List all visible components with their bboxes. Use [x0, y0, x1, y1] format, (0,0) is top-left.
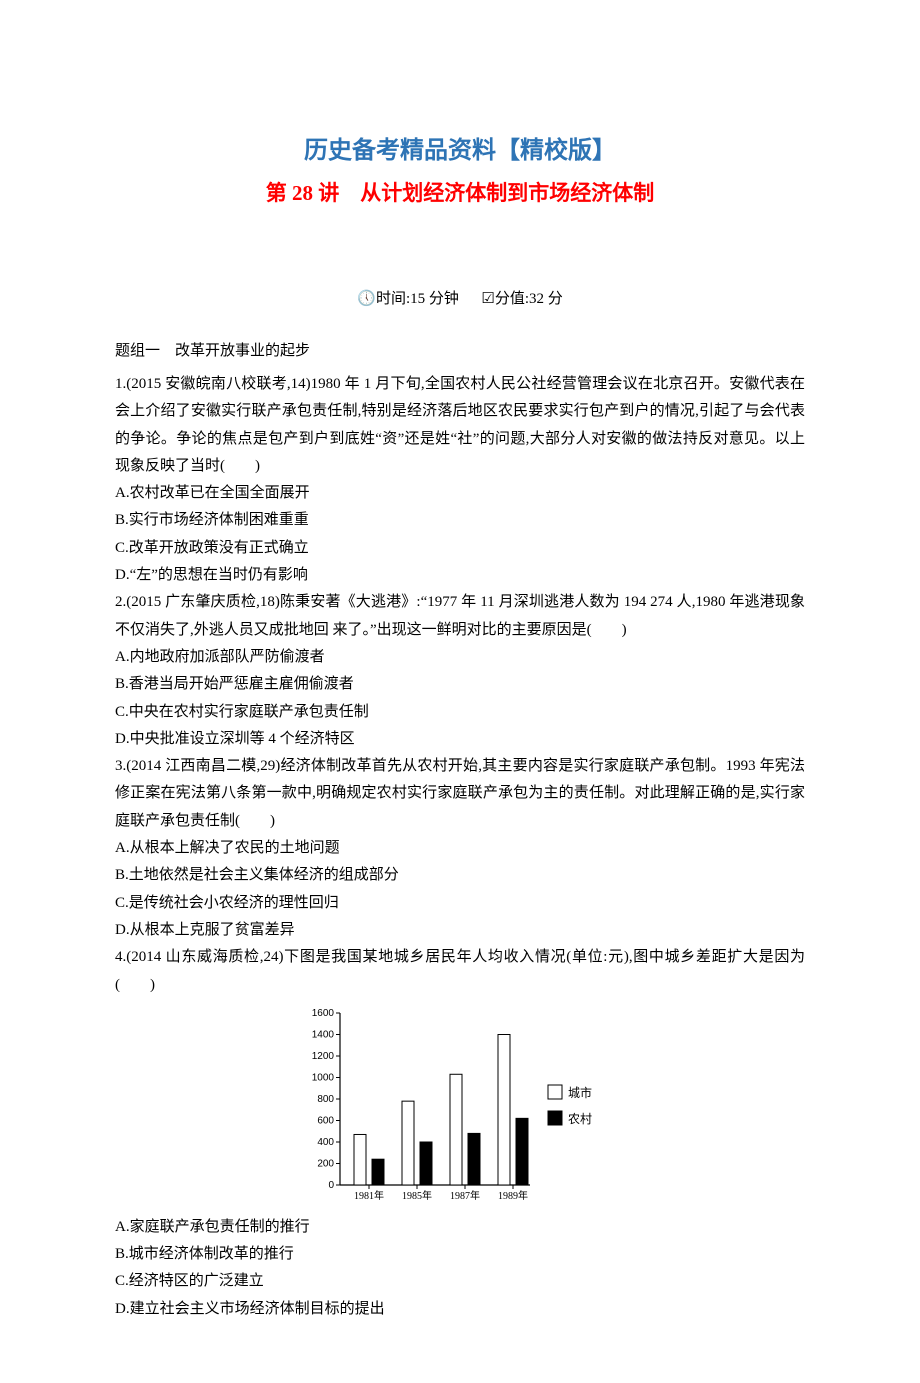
svg-text:农村: 农村 — [568, 1112, 592, 1126]
q3-option-a: A.从根本上解决了农民的土地问题 — [115, 835, 805, 862]
q1-option-d: D.“左”的思想在当时仍有影响 — [115, 562, 805, 589]
svg-text:1200: 1200 — [312, 1051, 335, 1062]
q3-stem: 3.(2014 江西南昌二模,29)经济体制改革首先从农村开始,其主要内容是实行… — [115, 753, 805, 835]
q4-option-c: C.经济特区的广泛建立 — [115, 1268, 805, 1295]
q2-option-c: C.中央在农村实行家庭联产承包责任制 — [115, 699, 805, 726]
document-page: 历史备考精品资料【精校版】 第 28 讲 从计划经济体制到市场经济体制 🕔时间:… — [0, 0, 920, 1383]
meta-line: 🕔时间:15 分钟 ☑分值:32 分 — [115, 287, 805, 308]
svg-text:1000: 1000 — [312, 1072, 335, 1083]
q4-option-d: D.建立社会主义市场经济体制目标的提出 — [115, 1296, 805, 1323]
title-main: 历史备考精品资料【精校版】 — [115, 130, 805, 165]
q2-option-b: B.香港当局开始严惩雇主雇佣偷渡者 — [115, 671, 805, 698]
svg-text:200: 200 — [317, 1158, 334, 1169]
title-sub: 第 28 讲 从计划经济体制到市场经济体制 — [115, 177, 805, 207]
clock-icon: 🕔 — [357, 289, 376, 307]
q2-stem: 2.(2015 广东肇庆质检,18)陈秉安著《大逃港》:“1977 年 11 月… — [115, 589, 805, 644]
q1-option-c: C.改革开放政策没有正式确立 — [115, 535, 805, 562]
q4-option-b: B.城市经济体制改革的推行 — [115, 1241, 805, 1268]
score-text: 分值:32 分 — [495, 291, 563, 307]
income-chart-svg: 0 200 400 600 800 1000 1200 1400 1600 1981年 1985年 1… — [290, 1005, 630, 1205]
q3-option-b: B.土地依然是社会主义集体经济的组成部分 — [115, 862, 805, 889]
svg-text:0: 0 — [328, 1180, 334, 1191]
q4-option-a: A.家庭联产承包责任制的推行 — [115, 1214, 805, 1241]
q1-stem: 1.(2015 安徽皖南八校联考,14)1980 年 1 月下旬,全国农村人民公… — [115, 371, 805, 480]
group-title-1: 题组一 改革开放事业的起步 — [115, 338, 805, 365]
svg-text:1400: 1400 — [312, 1029, 335, 1040]
svg-text:1600: 1600 — [312, 1008, 335, 1019]
svg-text:800: 800 — [317, 1094, 334, 1105]
time-text: 时间:15 分钟 — [376, 291, 459, 307]
svg-text:1989年: 1989年 — [498, 1189, 528, 1202]
svg-text:城市: 城市 — [568, 1085, 592, 1100]
q4-stem: 4.(2014 山东威海质检,24)下图是我国某地城乡居民年人均收入情况(单位:… — [115, 944, 805, 999]
q3-option-d: D.从根本上克服了贫富差异 — [115, 917, 805, 944]
svg-text:1981年: 1981年 — [354, 1189, 384, 1202]
q2-option-d: D.中央批准设立深圳等 4 个经济特区 — [115, 726, 805, 753]
svg-text:1987年: 1987年 — [450, 1189, 480, 1202]
svg-text:600: 600 — [317, 1115, 334, 1126]
income-chart: 0 200 400 600 800 1000 1200 1400 1600 1981年 1985年 1… — [115, 1005, 805, 1210]
q1-option-b: B.实行市场经济体制困难重重 — [115, 507, 805, 534]
q2-option-a: A.内地政府加派部队严防偷渡者 — [115, 644, 805, 671]
check-icon: ☑ — [481, 289, 494, 307]
svg-text:1985年: 1985年 — [402, 1189, 432, 1202]
q1-option-a: A.农村改革已在全国全面展开 — [115, 480, 805, 507]
q3-option-c: C.是传统社会小农经济的理性回归 — [115, 890, 805, 917]
svg-text:400: 400 — [317, 1137, 334, 1148]
